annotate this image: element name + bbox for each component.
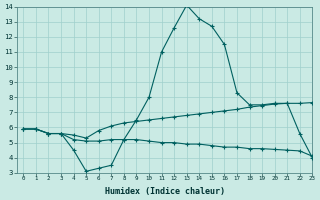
X-axis label: Humidex (Indice chaleur): Humidex (Indice chaleur) bbox=[105, 187, 225, 196]
